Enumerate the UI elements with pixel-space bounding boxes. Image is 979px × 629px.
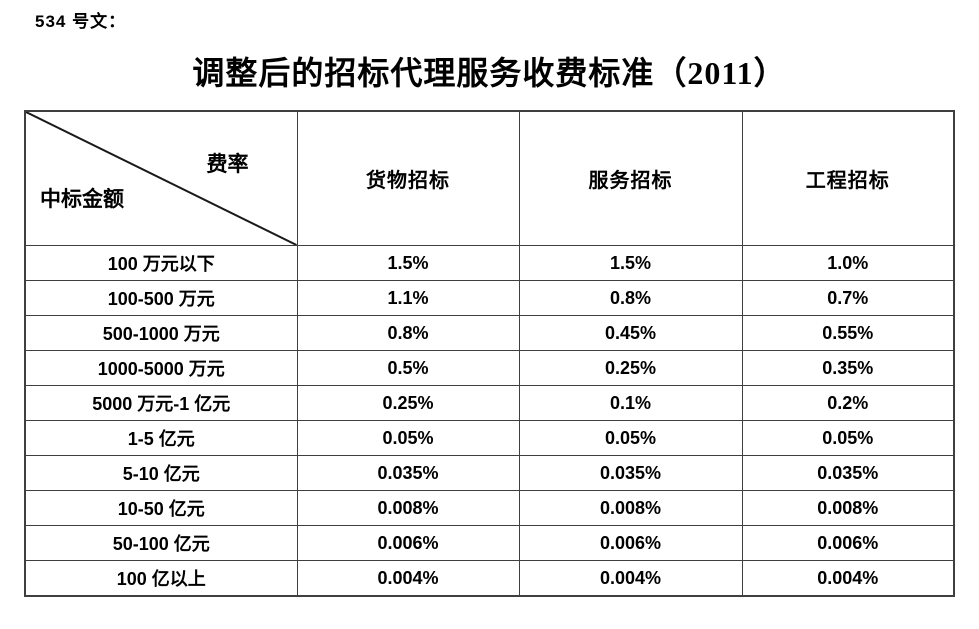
rate-cell: 0.7%	[741, 280, 955, 316]
diagonal-divider-line	[26, 112, 297, 245]
rate-cell: 0.035%	[741, 455, 955, 491]
corner-label-amount: 中标金额	[40, 187, 124, 211]
amount-cell: 100-500 万元	[24, 280, 298, 316]
rate-cell: 0.008%	[518, 490, 743, 526]
rate-cell: 0.55%	[741, 315, 955, 351]
amount-cell: 5-10 亿元	[24, 455, 298, 491]
rate-cell: 1.1%	[296, 280, 520, 316]
amount-cell: 5000 万元-1 亿元	[24, 385, 298, 421]
table-row: 5000 万元-1 亿元 0.25% 0.1% 0.2%	[24, 385, 955, 421]
rate-cell: 0.1%	[518, 385, 743, 421]
fee-table-body: 100 万元以下 1.5% 1.5% 1.0% 100-500 万元 1.1% 0.8% 0.…	[24, 245, 955, 597]
corner-label-rate: 费率	[206, 152, 249, 176]
rate-cell: 1.0%	[741, 245, 955, 281]
rate-cell: 0.05%	[741, 420, 955, 456]
table-row: 1-5 亿元 0.05% 0.05% 0.05%	[24, 420, 955, 456]
rate-cell: 0.8%	[296, 315, 520, 351]
column-header-goods: 货物招标	[296, 110, 520, 246]
amount-cell: 1-5 亿元	[24, 420, 298, 456]
rate-cell: 0.004%	[296, 560, 520, 597]
table-row: 100 万元以下 1.5% 1.5% 1.0%	[24, 245, 955, 281]
column-header-engineering: 工程招标	[741, 110, 955, 246]
table-row: 10-50 亿元 0.008% 0.008% 0.008%	[24, 490, 955, 526]
amount-cell: 500-1000 万元	[24, 315, 298, 351]
rate-cell: 0.25%	[518, 350, 743, 386]
rate-cell: 0.035%	[518, 455, 743, 491]
column-header-services: 服务招标	[518, 110, 743, 246]
rate-cell: 0.035%	[296, 455, 520, 491]
rate-cell: 0.006%	[518, 525, 743, 561]
rate-cell: 0.8%	[518, 280, 743, 316]
rate-cell: 0.05%	[296, 420, 520, 456]
rate-cell: 0.2%	[741, 385, 955, 421]
rate-cell: 0.5%	[296, 350, 520, 386]
rate-cell: 1.5%	[518, 245, 743, 281]
rate-cell: 0.006%	[296, 525, 520, 561]
fee-rate-table: 费率 中标金额 货物招标 服务招标 工程招标 100 万元以下 1.5% 1.5% 1…	[24, 110, 955, 597]
header-row: 费率 中标金额 货物招标 服务招标 工程招标	[24, 110, 955, 246]
amount-cell: 100 万元以下	[24, 245, 298, 281]
table-row: 100 亿以上 0.004% 0.004% 0.004%	[24, 560, 955, 597]
rate-cell: 0.004%	[741, 560, 955, 597]
amount-cell: 50-100 亿元	[24, 525, 298, 561]
amount-cell: 100 亿以上	[24, 560, 298, 597]
page-title: 调整后的招标代理服务收费标准（2011）	[192, 55, 787, 91]
table-row: 5-10 亿元 0.035% 0.035% 0.035%	[24, 455, 955, 491]
table-row: 50-100 亿元 0.006% 0.006% 0.006%	[24, 525, 955, 561]
amount-cell: 1000-5000 万元	[24, 350, 298, 386]
rate-cell: 0.25%	[296, 385, 520, 421]
rate-cell: 0.008%	[741, 490, 955, 526]
rate-cell: 0.006%	[741, 525, 955, 561]
rate-cell: 0.05%	[518, 420, 743, 456]
rate-cell: 0.004%	[518, 560, 743, 597]
rate-cell: 0.008%	[296, 490, 520, 526]
table-row: 1000-5000 万元 0.5% 0.25% 0.35%	[24, 350, 955, 386]
table-row: 500-1000 万元 0.8% 0.45% 0.55%	[24, 315, 955, 351]
corner-cell: 费率 中标金额	[24, 110, 298, 246]
table-row: 100-500 万元 1.1% 0.8% 0.7%	[24, 280, 955, 316]
rate-cell: 1.5%	[296, 245, 520, 281]
rate-cell: 0.35%	[741, 350, 955, 386]
amount-cell: 10-50 亿元	[24, 490, 298, 526]
doc-number-label: 534 号文：	[35, 12, 127, 31]
rate-cell: 0.45%	[518, 315, 743, 351]
